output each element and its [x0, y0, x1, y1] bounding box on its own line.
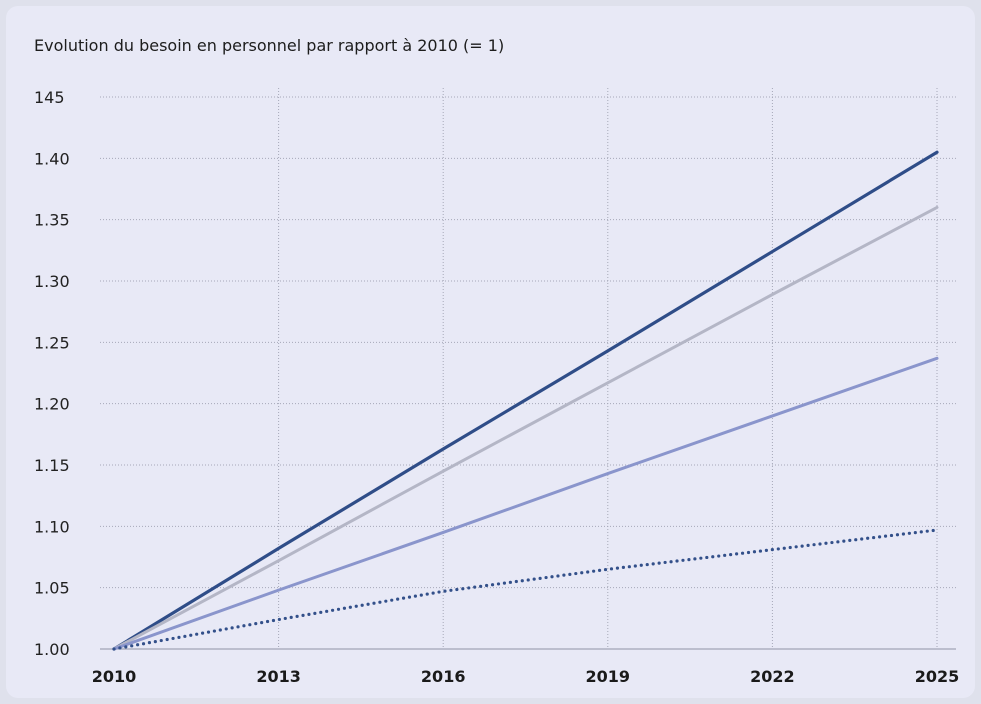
x-tick-label: 2016 — [421, 667, 466, 686]
x-axis: 2010 2013 2016 2019 2022 2025 — [92, 667, 960, 686]
x-tick-label: 2010 — [92, 667, 137, 686]
x-tick-label: 2013 — [256, 667, 301, 686]
series-line-3 — [112, 356, 939, 651]
y-axis: 1.00 1.05 1.10 1.15 1.20 1.25 1.30 1.35 1.40 145 — [34, 88, 70, 659]
series-line-4 — [112, 528, 939, 651]
x-tick-label: 2022 — [750, 667, 795, 686]
y-tick-label: 1.35 — [34, 211, 70, 230]
y-tick-label: 1.25 — [34, 333, 70, 352]
y-tick-label: 1.15 — [34, 456, 70, 475]
x-tick-label: 2019 — [586, 667, 631, 686]
series-line-1 — [112, 150, 939, 651]
y-tick-label: 1.00 — [34, 640, 70, 659]
y-tick-label: 145 — [34, 88, 65, 107]
y-tick-label: 1.30 — [34, 272, 70, 291]
series-lines — [112, 150, 939, 651]
x-tick-label: 2025 — [915, 667, 960, 686]
y-tick-label: 1.10 — [34, 517, 70, 536]
y-tick-label: 1.05 — [34, 579, 70, 598]
grid — [100, 88, 956, 650]
y-tick-label: 1.40 — [34, 149, 70, 168]
chart-panel — [6, 6, 975, 698]
y-tick-label: 1.20 — [34, 395, 70, 414]
chart-title: Evolution du besoin en personnel par rap… — [34, 36, 505, 55]
series-line-2 — [112, 205, 939, 651]
